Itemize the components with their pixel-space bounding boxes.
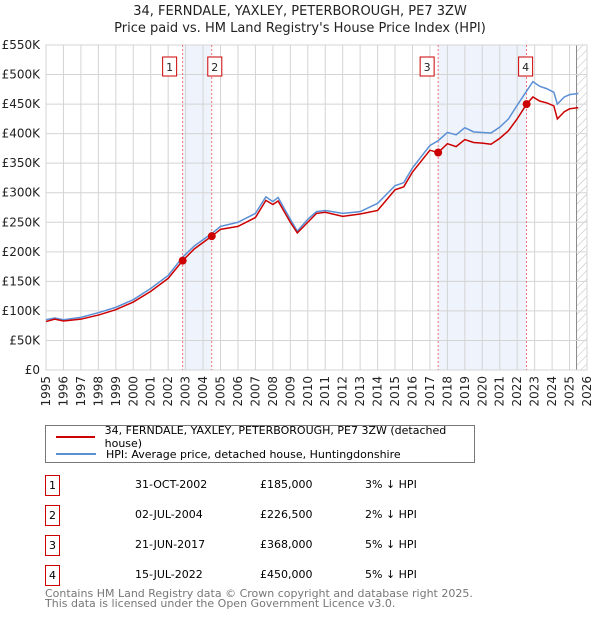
x-tick-label: 2009 — [283, 376, 297, 407]
x-tick-label: 2013 — [353, 376, 367, 407]
sale-hpi-diff: 2% ↓ HPI — [365, 508, 417, 521]
x-tick-label: 2014 — [371, 376, 385, 407]
sale-label-box — [207, 56, 223, 77]
sale-label: 3 — [424, 61, 431, 74]
x-tick-label: 2008 — [266, 376, 280, 407]
x-tick-label: 2007 — [248, 376, 262, 407]
chart-subtitle: Price paid vs. HM Land Registry's House … — [114, 21, 486, 36]
sale-price: £226,500 — [260, 508, 313, 521]
y-tick-label: £400K — [2, 127, 42, 141]
sale-point — [522, 100, 531, 109]
y-tick-label: £300K — [2, 186, 42, 200]
footer-line-2: This data is licensed under the Open Gov… — [45, 597, 396, 610]
chart-title: 34, FERNDALE, YAXLEY, PETERBOROUGH, PE7 … — [133, 4, 467, 19]
x-tick-label: 2020 — [475, 376, 489, 407]
sale-number: 1 — [45, 475, 60, 496]
legend-label-property: 34, FERNDALE, YAXLEY, PETERBOROUGH, PE7 … — [104, 424, 447, 450]
y-tick-label: £350K — [2, 156, 42, 170]
sale-label-box — [162, 56, 178, 77]
sale-label-box — [419, 56, 435, 77]
sale-row: 2 02-JUL-2004 £226,500 2% ↓ HPI — [45, 505, 445, 526]
legend-label-hpi: HPI: Average price, detached house, Hunt… — [106, 447, 401, 461]
x-tick-label: 2011 — [318, 376, 332, 407]
footer: Contains HM Land Registry data © Crown c… — [45, 587, 473, 610]
x-tick-label: 2026 — [580, 376, 594, 407]
sale-hpi-diff: 5% ↓ HPI — [365, 538, 417, 551]
legend: 34, FERNDALE, YAXLEY, PETERBOROUGH, PE7 … — [45, 424, 475, 463]
x-tick-label: 2012 — [336, 376, 350, 407]
y-tick-label: £450K — [2, 97, 42, 111]
sale-point — [178, 256, 187, 265]
x-tick-label: 2022 — [510, 376, 524, 407]
y-tick-label: £100K — [2, 304, 42, 318]
x-tick-label: 2018 — [440, 376, 454, 407]
sale-price: £368,000 — [260, 538, 313, 551]
y-tick-label: £500K — [2, 68, 42, 82]
sale-label: 2 — [211, 61, 218, 74]
x-tick-label: 1998 — [91, 376, 105, 407]
x-tick-label: 2002 — [161, 376, 175, 407]
sale-price: £185,000 — [260, 478, 313, 491]
sale-label-box — [518, 56, 534, 77]
x-tick-label: 2023 — [528, 376, 542, 407]
x-tick-label: 2015 — [388, 376, 402, 407]
ownership-shade — [182, 45, 212, 370]
x-tick-label: 2024 — [545, 376, 559, 407]
sale-date: 02-JUL-2004 — [135, 508, 203, 521]
y-tick-label: £250K — [2, 215, 42, 229]
x-tick-label: 1995 — [39, 376, 53, 407]
x-tick-label: 2000 — [126, 376, 140, 407]
x-tick-label: 2025 — [563, 376, 577, 407]
footer-line-1: Contains HM Land Registry data © Crown c… — [45, 587, 473, 600]
y-tick-label: £0 — [25, 363, 40, 377]
sale-row: 1 31-OCT-2002 £185,000 3% ↓ HPI — [45, 475, 445, 496]
x-tick-label: 2001 — [144, 376, 158, 407]
sale-hpi-diff: 5% ↓ HPI — [365, 568, 417, 581]
sale-label: 4 — [522, 61, 529, 74]
x-tick-label: 1996 — [56, 376, 70, 407]
forecast-hatch — [576, 45, 587, 370]
x-tick-label: 2005 — [214, 376, 228, 407]
x-tick-label: 2016 — [405, 376, 419, 407]
sale-number: 4 — [45, 565, 60, 586]
sale-price: £450,000 — [260, 568, 313, 581]
hpi-line — [45, 80, 579, 321]
sale-point — [434, 148, 443, 157]
x-tick-label: 2017 — [423, 376, 437, 407]
sale-point — [207, 232, 216, 241]
x-tick-label: 2006 — [231, 376, 245, 407]
sale-number: 2 — [45, 505, 60, 526]
sale-date: 21-JUN-2017 — [135, 538, 206, 551]
sale-row: 4 15-JUL-2022 £450,000 5% ↓ HPI — [45, 565, 445, 586]
sale-number: 3 — [45, 535, 60, 556]
x-tick-label: 1997 — [74, 376, 88, 407]
x-tick-label: 2010 — [301, 376, 315, 407]
y-tick-label: £150K — [2, 274, 42, 288]
sale-date: 15-JUL-2022 — [135, 568, 203, 581]
sale-hpi-diff: 3% ↓ HPI — [365, 478, 417, 491]
y-tick-label: £200K — [2, 245, 42, 259]
sale-label: 1 — [166, 61, 173, 74]
x-tick-label: 2019 — [458, 376, 472, 407]
x-tick-label: 1999 — [109, 376, 123, 407]
x-tick-label: 2004 — [196, 376, 210, 407]
legend-swatch-property — [56, 436, 95, 438]
price-chart: 1995 1996 1997 1998 1999 2000 2001 2002 2003 2004… — [2, 38, 594, 407]
y-tick-label: £550K — [2, 38, 42, 52]
sale-date: 31-OCT-2002 — [135, 478, 208, 491]
sale-row: 3 21-JUN-2017 £368,000 5% ↓ HPI — [45, 535, 445, 556]
legend-swatch-hpi — [56, 453, 96, 455]
x-tick-label: 2003 — [179, 376, 193, 407]
y-tick-label: £50K — [9, 333, 41, 347]
x-tick-label: 2021 — [493, 376, 507, 407]
